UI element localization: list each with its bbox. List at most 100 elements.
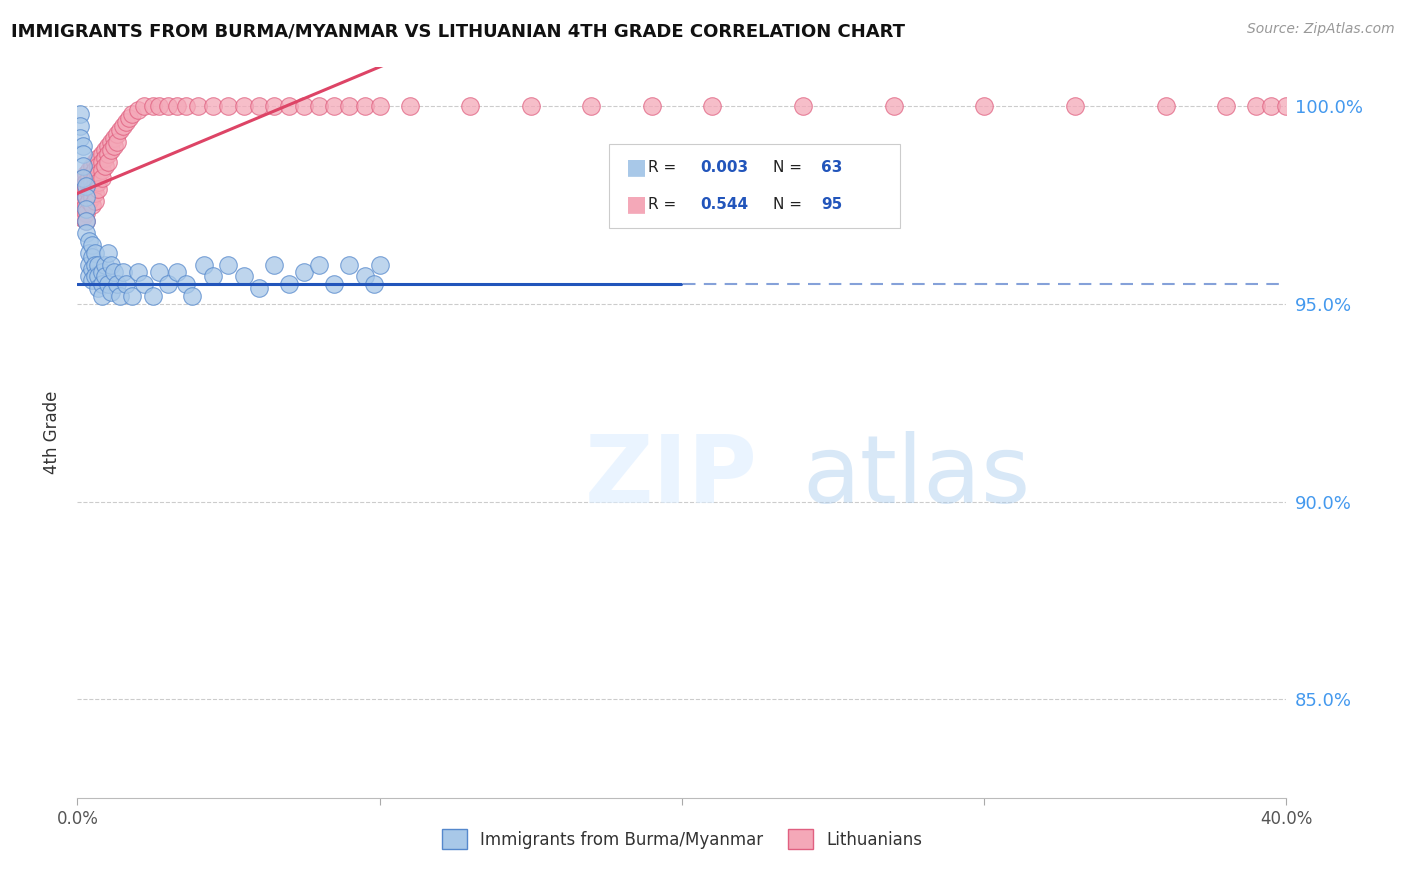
Point: [75, 167, 97, 181]
Point: [148, 99, 170, 113]
Point: [308, 258, 330, 272]
Point: [90, 170, 112, 185]
Point: [93, 258, 115, 272]
Point: [100, 285, 122, 300]
Point: [96, 139, 118, 153]
Point: [82, 261, 104, 276]
FancyBboxPatch shape: [609, 144, 900, 227]
Point: [103, 139, 125, 153]
Point: [247, 281, 270, 295]
Point: [1260, 99, 1282, 113]
Point: [72, 159, 94, 173]
Point: [87, 151, 110, 165]
Point: [84, 258, 107, 272]
Text: ■: ■: [626, 157, 647, 178]
Point: [105, 127, 128, 141]
Point: [132, 99, 155, 113]
Point: [69, 107, 91, 121]
Point: [399, 99, 422, 113]
Point: [337, 258, 360, 272]
Point: [100, 143, 122, 157]
Point: [72, 170, 94, 185]
Point: [72, 170, 94, 185]
Point: [96, 154, 118, 169]
Point: [96, 245, 118, 260]
Text: N =: N =: [773, 197, 807, 212]
Point: [166, 99, 188, 113]
Point: [323, 99, 346, 113]
Point: [90, 162, 112, 177]
Point: [82, 182, 104, 196]
Point: [75, 190, 97, 204]
Point: [232, 99, 254, 113]
Point: [69, 210, 91, 224]
Point: [121, 107, 143, 121]
Point: [166, 265, 188, 279]
Point: [84, 269, 107, 284]
Point: [702, 99, 724, 113]
Point: [111, 119, 134, 133]
Point: [87, 182, 110, 196]
Text: ZIP: ZIP: [585, 431, 758, 523]
Point: [75, 226, 97, 240]
Point: [1275, 99, 1298, 113]
Point: [181, 289, 204, 303]
Point: [79, 170, 101, 185]
Point: [75, 214, 97, 228]
Point: [87, 159, 110, 173]
Point: [75, 206, 97, 220]
Point: [353, 269, 375, 284]
Point: [353, 99, 375, 113]
Point: [157, 99, 180, 113]
Point: [72, 210, 94, 224]
Text: R =: R =: [648, 197, 681, 212]
Point: [87, 167, 110, 181]
Point: [308, 99, 330, 113]
Point: [121, 289, 143, 303]
Point: [202, 269, 225, 284]
Point: [75, 202, 97, 217]
Point: [973, 99, 995, 113]
Point: [72, 178, 94, 193]
Point: [883, 99, 905, 113]
Point: [93, 151, 115, 165]
Point: [792, 99, 814, 113]
Text: N =: N =: [773, 160, 807, 175]
Text: Source: ZipAtlas.com: Source: ZipAtlas.com: [1247, 22, 1395, 37]
Point: [82, 273, 104, 287]
Point: [103, 131, 125, 145]
Point: [72, 194, 94, 209]
Text: IMMIGRANTS FROM BURMA/MYANMAR VS LITHUANIAN 4TH GRADE CORRELATION CHART: IMMIGRANTS FROM BURMA/MYANMAR VS LITHUAN…: [11, 22, 905, 40]
Point: [202, 99, 225, 113]
Point: [90, 265, 112, 279]
Point: [278, 277, 301, 292]
Point: [93, 143, 115, 157]
Point: [79, 162, 101, 177]
Point: [79, 194, 101, 209]
Point: [84, 170, 107, 185]
Point: [193, 258, 215, 272]
Point: [72, 202, 94, 217]
Point: [641, 99, 664, 113]
Point: [105, 277, 128, 292]
Point: [69, 178, 91, 193]
Point: [111, 265, 134, 279]
Point: [90, 277, 112, 292]
Point: [118, 112, 141, 126]
Point: [132, 277, 155, 292]
Point: [247, 99, 270, 113]
Text: 0.544: 0.544: [700, 197, 748, 212]
Point: [218, 99, 240, 113]
Point: [368, 258, 391, 272]
Point: [84, 154, 107, 169]
Point: [75, 198, 97, 212]
Point: [1064, 99, 1087, 113]
Point: [75, 190, 97, 204]
Point: [79, 178, 101, 193]
Point: [108, 289, 131, 303]
Point: [337, 99, 360, 113]
Point: [75, 175, 97, 189]
Point: [127, 265, 149, 279]
Point: [127, 103, 149, 118]
Point: [142, 289, 165, 303]
